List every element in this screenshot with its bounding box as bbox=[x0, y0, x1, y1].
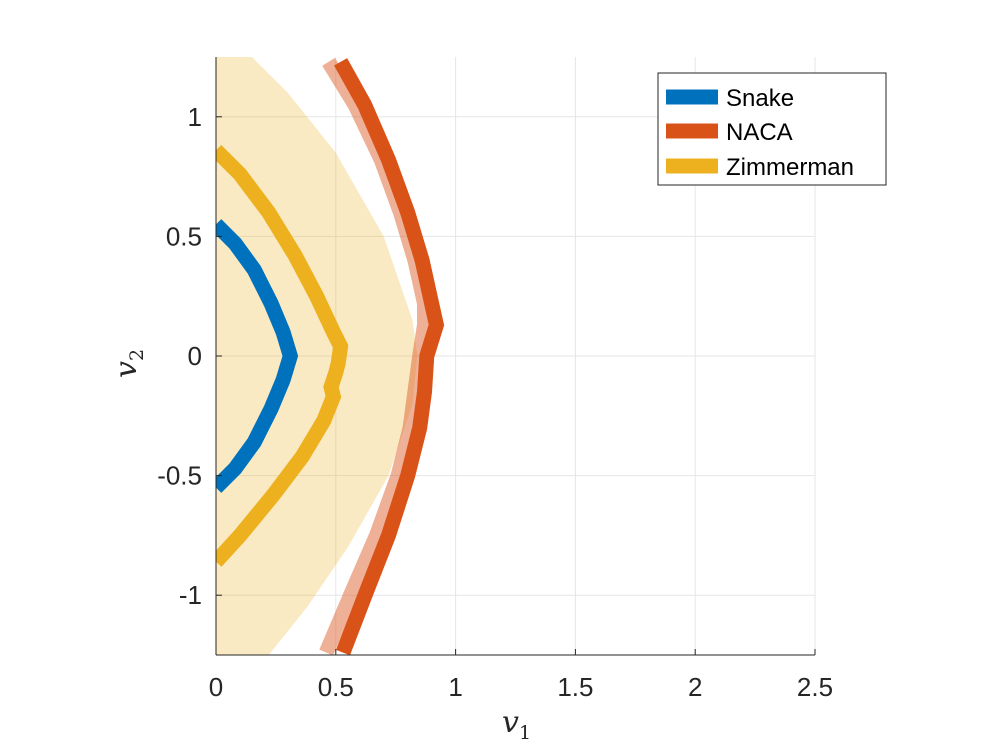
y-tick-label: 0 bbox=[188, 341, 202, 371]
x-tick-label: 2.5 bbox=[797, 672, 833, 702]
x-tick-label: 0 bbox=[209, 672, 223, 702]
x-tick-label: 1.5 bbox=[557, 672, 593, 702]
series-layer bbox=[216, 57, 445, 655]
legend-label-naca: NACA bbox=[726, 119, 793, 146]
legend: Snake NACA Zimmerman bbox=[657, 72, 887, 186]
y-axis-label-sub: 2 bbox=[126, 349, 148, 361]
x-axis-label: v1 bbox=[502, 705, 531, 744]
x-tick-label: 1 bbox=[448, 672, 462, 702]
y-tick-label: -0.5 bbox=[157, 461, 202, 491]
x-axis-label-sub: 1 bbox=[519, 722, 531, 744]
y-tick-label: -1 bbox=[179, 580, 202, 610]
y-tick-label: 1 bbox=[188, 102, 202, 132]
series-snake-line bbox=[216, 219, 299, 493]
y-axis-label: v2 bbox=[109, 349, 148, 378]
tick-labels: 0 0.5 1 1.5 2 2.5 1 0.5 0 -0.5 -1 bbox=[157, 102, 833, 702]
x-tick-label: 0.5 bbox=[318, 672, 354, 702]
legend-label-snake: Snake bbox=[726, 85, 794, 112]
series-naca-line bbox=[334, 58, 445, 655]
x-axis-label-main: v bbox=[502, 705, 519, 740]
y-tick-label: 0.5 bbox=[166, 221, 202, 251]
x-tick-label: 2 bbox=[688, 672, 702, 702]
legend-label-zimmerman: Zimmerman bbox=[726, 154, 854, 181]
y-axis-label-main: v bbox=[109, 361, 144, 378]
series-zimmerman-line bbox=[216, 144, 349, 567]
axes bbox=[215, 57, 816, 656]
